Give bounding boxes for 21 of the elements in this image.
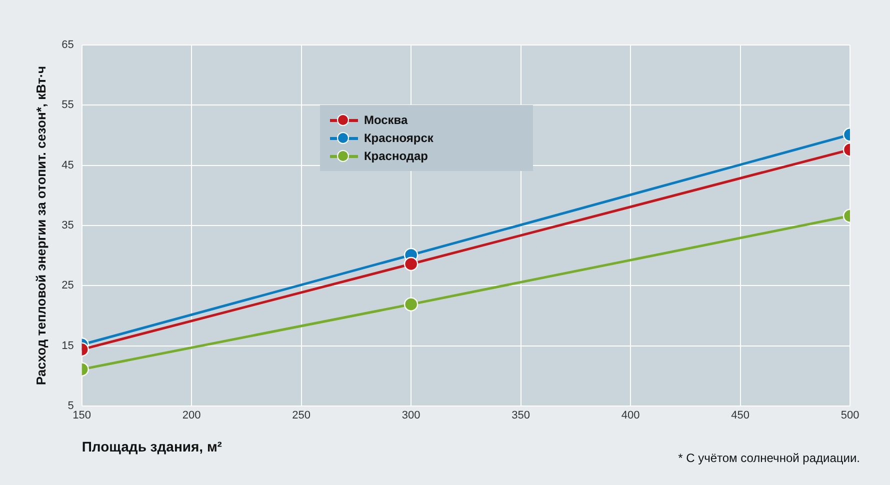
x-axis-title: Площадь здания, м²	[82, 438, 222, 454]
text: * С учётом солнечной радиации.	[678, 451, 860, 465]
x-tick-label: 250	[292, 410, 310, 422]
legend-label: Краснодар	[364, 148, 428, 163]
legend-label: Москва	[364, 112, 408, 127]
x-tick-label: 300	[402, 410, 420, 422]
x-tick-label: 350	[512, 410, 530, 422]
y-tick-label: 15	[62, 340, 74, 352]
y-axis-title: Расход тепловой энергии за отопит. сезон*, кВт·ч	[33, 66, 48, 386]
x-tick-label: 150	[72, 410, 92, 422]
y-tick-label: 55	[62, 99, 74, 112]
x-tick-label: 200	[182, 410, 201, 422]
y-tick-label: 25	[62, 280, 74, 292]
legend-label: Красноярск	[364, 130, 434, 145]
y-tick-label: 65	[62, 39, 74, 52]
y-tick-label: 35	[62, 220, 74, 232]
y-tick-label: 5	[68, 400, 74, 412]
y-tick-label: 45	[62, 159, 74, 172]
x-tick-label: 450	[731, 410, 750, 422]
x-tick-label: 400	[621, 410, 640, 422]
x-tick-label: 500	[840, 410, 860, 422]
